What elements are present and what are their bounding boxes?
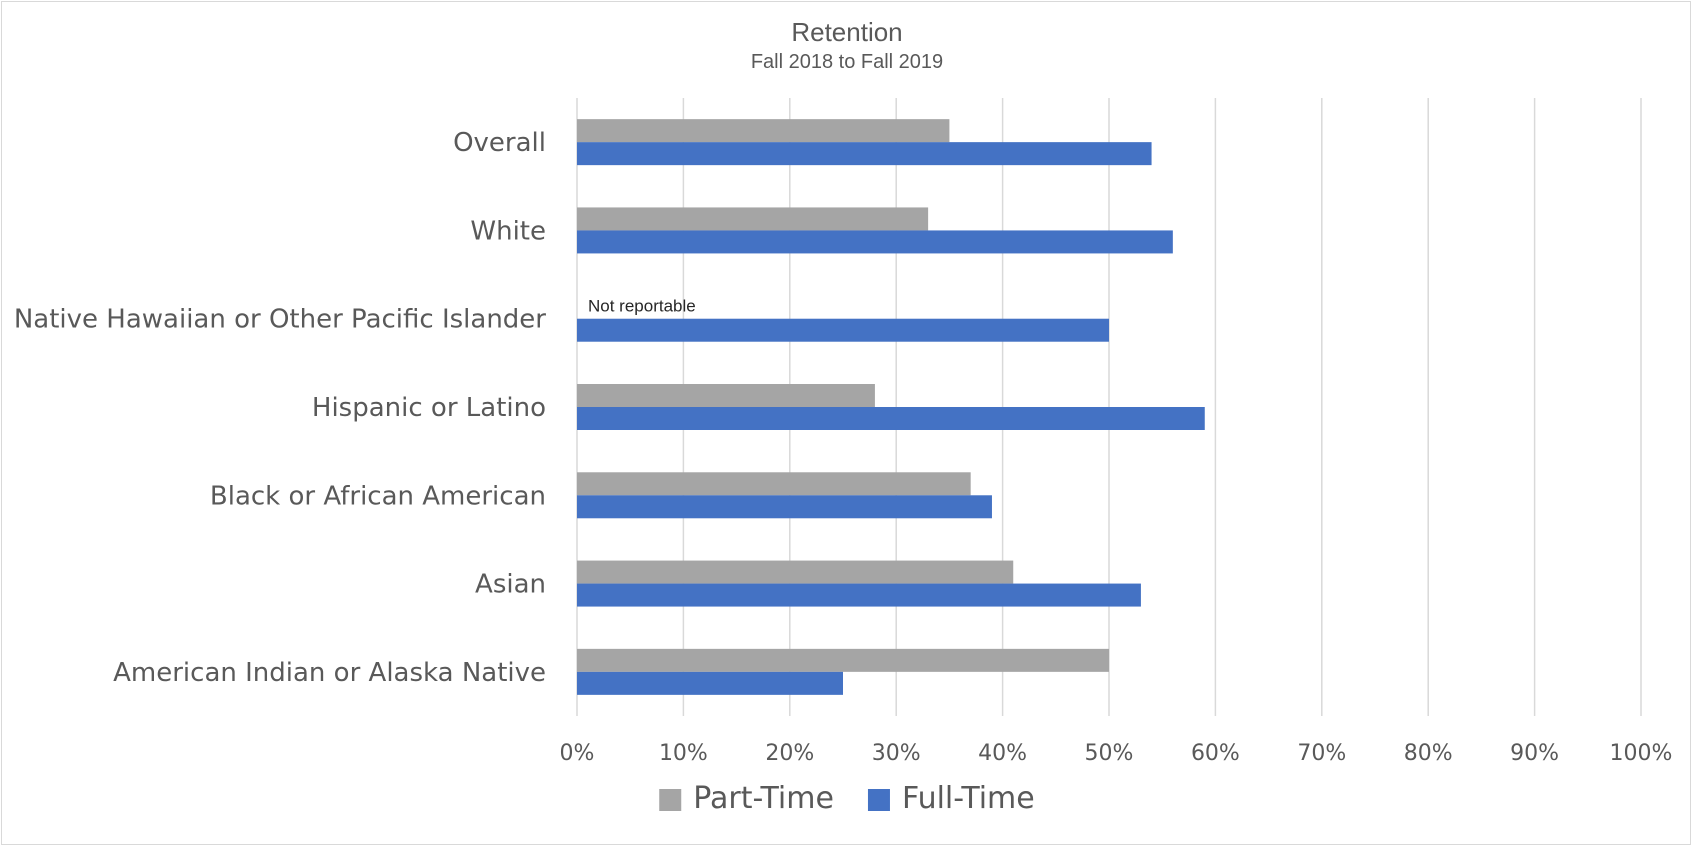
annotations: Not reportable xyxy=(588,297,696,316)
bar-part-time-overall xyxy=(577,119,950,143)
tick-label-90: 90% xyxy=(1510,741,1559,766)
bar-part-time-black-or-african-american xyxy=(577,472,971,496)
legend-swatch-full-time xyxy=(867,789,890,811)
legend: Part-Time Full-Time xyxy=(659,781,1035,816)
bar-full-time-overall xyxy=(577,142,1152,166)
tick-label-0: 0% xyxy=(560,741,595,766)
tick-label-40: 40% xyxy=(978,741,1027,766)
annotation-not-reportable: Not reportable xyxy=(588,297,696,316)
gridlines xyxy=(576,98,1642,716)
category-label-american-indian-or-alaska-native: American Indian or Alaska Native xyxy=(113,658,546,688)
legend-swatch-part-time xyxy=(659,789,682,811)
tick-label-20: 20% xyxy=(765,741,814,766)
tick-label-30: 30% xyxy=(872,741,921,766)
bar-full-time-native-hawaiian-or-other-pacific-islander xyxy=(577,318,1109,342)
tick-label-10: 10% xyxy=(659,741,708,766)
bars xyxy=(577,119,1205,695)
tick-label-70: 70% xyxy=(1297,741,1346,766)
tick-label-100: 100% xyxy=(1610,741,1673,766)
category-label-black-or-african-american: Black or African American xyxy=(210,481,546,511)
category-label-hispanic-or-latino: Hispanic or Latino xyxy=(312,393,546,423)
bar-part-time-white xyxy=(577,207,929,231)
bar-full-time-white xyxy=(577,230,1173,254)
bar-full-time-hispanic-or-latino xyxy=(577,407,1205,430)
tick-label-60: 60% xyxy=(1191,741,1240,766)
tick-label-50: 50% xyxy=(1085,741,1134,766)
tick-label-80: 80% xyxy=(1404,741,1453,766)
bar-part-time-asian xyxy=(577,560,1014,584)
category-label-white: White xyxy=(470,216,546,246)
bar-full-time-black-or-african-american xyxy=(577,495,992,519)
legend-label-part-time: Part-Time xyxy=(693,781,834,816)
bar-full-time-american-indian-or-alaska-native xyxy=(577,671,843,695)
category-label-asian: Asian xyxy=(475,570,546,600)
legend-label-full-time: Full-Time xyxy=(902,781,1035,816)
category-label-native-hawaiian-or-other-pacific-islander: Native Hawaiian or Other Pacific Islande… xyxy=(14,305,546,335)
bar-part-time-hispanic-or-latino xyxy=(577,384,875,407)
bar-full-time-asian xyxy=(577,583,1141,607)
chart-title: Retention xyxy=(791,17,902,47)
bar-part-time-american-indian-or-alaska-native xyxy=(577,648,1109,672)
x-axis-tick-labels: 0% 10% 20% 30% 40% 50% 60% 70% 80% 90% 100% xyxy=(560,741,1673,766)
category-labels: Overall White Native Hawaiian or Other Pac… xyxy=(14,128,546,688)
chart-subtitle: Fall 2018 to Fall 2019 xyxy=(751,51,943,73)
category-label-overall: Overall xyxy=(453,128,546,158)
